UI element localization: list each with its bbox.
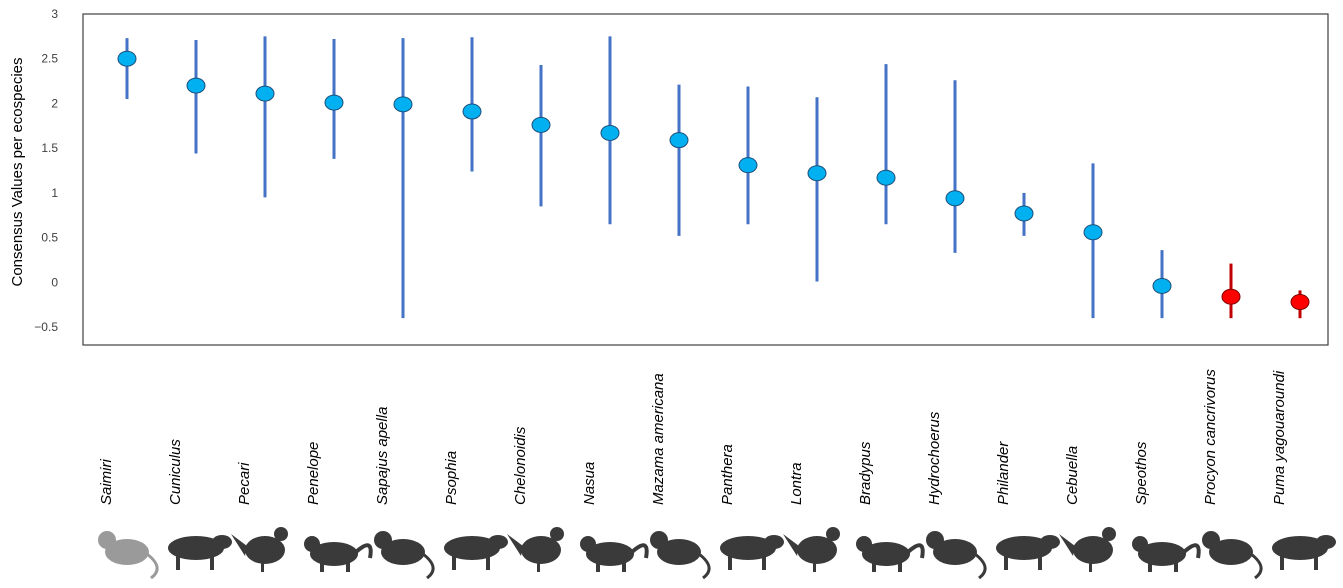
y-tick-label: −0.5 (34, 320, 58, 334)
x-tick-label-pecari: Pecari (236, 462, 253, 505)
data-point-philander (1014, 205, 1034, 222)
y-axis-label: Consensus Values per ecospecies (9, 57, 26, 286)
x-tick-label-hydrochoerus: Hydrochoerus (926, 411, 943, 505)
paca-icon (168, 535, 232, 570)
y-axis-ticks: 3 2.5 2 1.5 1 0.5 0 −0.5 (34, 7, 58, 334)
x-tick-label-cebuella: Cebuella (1064, 446, 1081, 505)
data-point-hydrochoerus (945, 190, 965, 207)
x-tick-label-philander: Philander (995, 441, 1012, 505)
x-tick-label-saimiri: Saimiri (98, 458, 115, 505)
capybara-icon (926, 531, 987, 580)
x-tick-label-lontra: Lontra (788, 462, 805, 505)
raccoon-icon (1202, 531, 1263, 580)
data-point-penelope (324, 94, 344, 111)
marmoset-icon (1059, 527, 1116, 572)
x-tick-label-bradypus: Bradypus (857, 441, 874, 505)
coati-icon (580, 536, 649, 572)
x-tick-label-puma-yagouaroundi: Puma yagouaroundi (1271, 370, 1288, 505)
trumpeter-bird-icon (444, 535, 508, 570)
x-tick-label-cuniculus: Cuniculus (167, 439, 184, 505)
y-tick-label: 1.5 (41, 141, 58, 155)
data-point-cuniculus (186, 77, 206, 94)
data-point-lontra (807, 165, 827, 182)
data-point-procyon-cancrivorus (1221, 288, 1241, 305)
data-point-speothos (1152, 277, 1172, 294)
data-point-mazama-americana (669, 132, 689, 149)
capuchin-monkey-icon (374, 531, 435, 580)
y-tick-label: 2.5 (41, 52, 58, 66)
y-tick-label: 0.5 (41, 231, 58, 245)
animal-silhouettes (98, 527, 1336, 580)
y-tick-label: 2 (51, 96, 58, 110)
sloth-icon (856, 536, 925, 572)
data-point-bradypus (876, 169, 896, 186)
data-point-pecari (255, 85, 275, 102)
squirrel-monkey-icon (98, 531, 159, 580)
brocket-deer-icon (650, 531, 711, 580)
guan-bird-icon (304, 536, 373, 572)
jaguarundi-icon (1272, 535, 1336, 570)
data-point-psophia (462, 103, 482, 120)
x-tick-label-procyon-cancrivorus: Procyon cancrivorus (1202, 369, 1219, 505)
x-tick-label-mazama-americana: Mazama americana (650, 373, 667, 505)
x-tick-label-sapajus-apella: Sapajus apella (374, 407, 391, 505)
bush-dog-icon (1132, 536, 1201, 572)
plot-area (82, 13, 1329, 346)
x-tick-label-penelope: Penelope (305, 442, 322, 505)
data-point-panthera (738, 157, 758, 174)
data-point-saimiri (117, 50, 137, 67)
x-axis-labels: Saimiri Cuniculus Pecari Penelope Sapajus ap… (98, 369, 1288, 505)
y-tick-label: 3 (51, 7, 58, 21)
x-tick-label-psophia: Psophia (443, 451, 460, 505)
x-tick-label-chelonoidis: Chelonoidis (512, 426, 529, 505)
y-tick-label: 0 (51, 275, 58, 289)
data-point-nasua (600, 124, 620, 141)
jaguar-icon (720, 535, 784, 570)
opossum-icon (996, 535, 1060, 570)
tortoise-icon (507, 527, 564, 572)
data-point-puma-yagouaroundi (1290, 294, 1310, 311)
y-tick-label: 1 (51, 186, 58, 200)
peccary-icon (231, 527, 288, 572)
x-tick-label-nasua: Nasua (581, 462, 598, 505)
data-point-sapajus-apella (393, 96, 413, 113)
otter-icon (783, 527, 840, 572)
x-tick-label-panthera: Panthera (719, 444, 736, 505)
data-point-cebuella (1083, 224, 1103, 241)
x-tick-label-speothos: Speothos (1133, 441, 1150, 505)
data-points (117, 50, 1310, 311)
data-point-chelonoidis (531, 116, 551, 133)
